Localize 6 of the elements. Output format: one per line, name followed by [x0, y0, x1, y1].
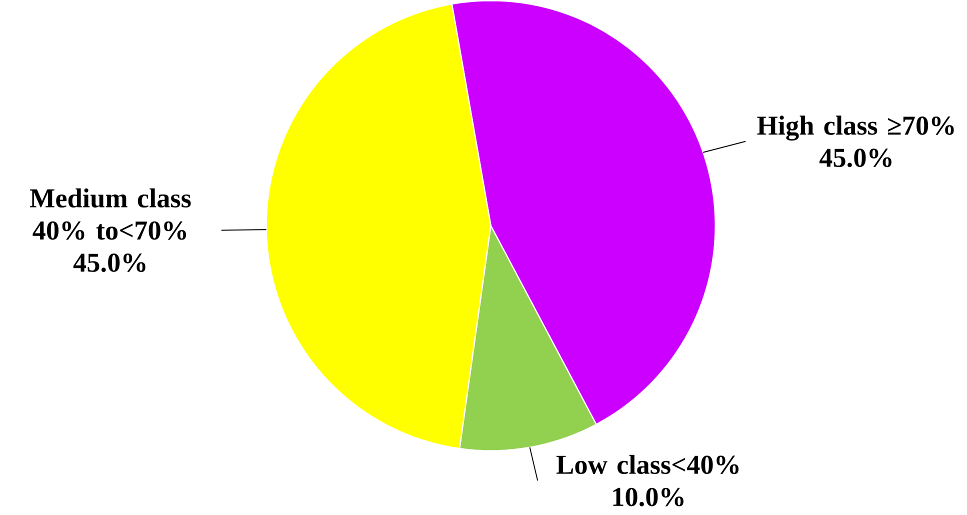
slice-label: High class ≥70% [757, 116, 954, 141]
data-label: 10.0% [613, 488, 684, 507]
data-label: 45.0% [819, 148, 892, 168]
slice-label: Low class<40% [556, 455, 739, 474]
data-label: 45.0% [73, 254, 146, 272]
slice-label: Medium class 40% to<70% [30, 188, 191, 240]
